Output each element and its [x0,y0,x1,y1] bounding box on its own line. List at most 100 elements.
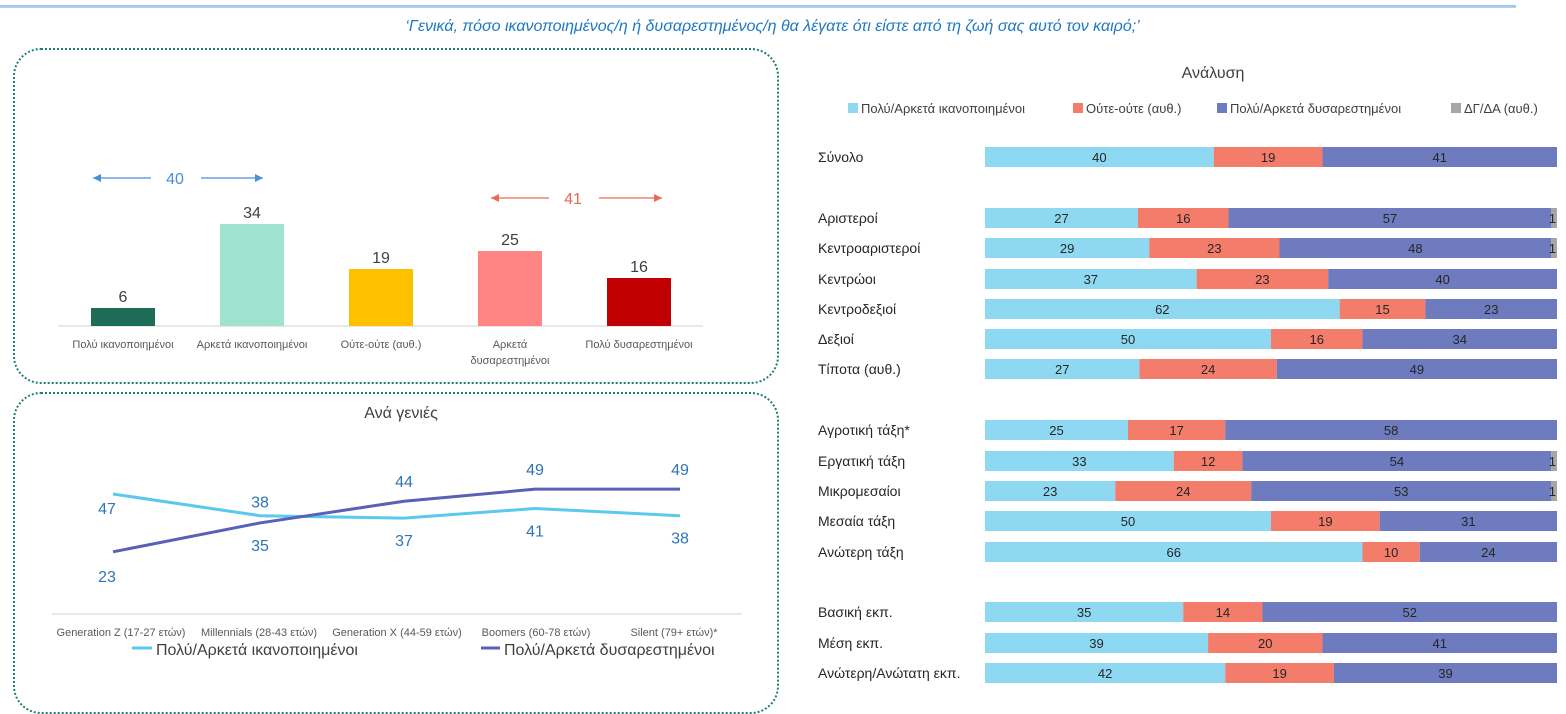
bracket-arrow-right [654,194,662,202]
category-label: Πολύ δυσαρεστημένοι [585,339,693,351]
data-label: 34 [1453,332,1467,347]
bracket-total-label: 40 [166,171,184,188]
bar-segment [1208,633,1323,653]
row-label: Αγροτική τάξη* [818,422,910,438]
bar-segment [1139,359,1277,379]
generations-line-chart: Ανά γενιές 47 38 37 41 38 23 35 44 49 49 Generation… [52,405,742,659]
data-label: 15 [1375,302,1389,317]
row-label: Ανώτερη/Ανώτατη εκπ. [818,665,960,681]
distribution-panel [13,48,779,384]
row-label: Μικρομεσαίοι [818,483,901,499]
data-label: 49 [526,462,544,479]
bar-segment [1225,663,1334,683]
bar-segment [1196,269,1329,289]
data-label: 54 [1390,454,1404,469]
data-label: 24 [1176,484,1190,499]
bar-segment [985,481,1116,501]
row-label: Βασική εκπ. [818,604,893,620]
data-label: 37 [395,533,413,550]
data-label: 23 [1484,302,1498,317]
row-label: Τίποτα (αυθ.) [818,361,901,377]
data-label: 1 [1549,484,1556,499]
bar-segment [1419,542,1557,562]
data-label: 31 [1461,514,1475,529]
bar-segment [985,269,1197,289]
bar-segment [985,208,1138,228]
bar-segment [1271,329,1363,349]
data-label: 19 [1318,514,1332,529]
bar-segment [985,451,1174,471]
bar-segment [1225,420,1557,440]
top-accent-line [0,5,1516,8]
bar-segment [1322,633,1557,653]
data-label: 24 [1481,545,1495,560]
data-label: 39 [1438,666,1452,681]
bar-segment [1173,451,1243,471]
bar-segment [1379,511,1557,531]
bar-segment [1276,359,1557,379]
data-label: 38 [671,531,689,548]
bar-segment [1228,208,1552,228]
legend-label: Πολύ/Αρκετά ικανοποιημένοι [861,101,1025,116]
bar [91,308,155,326]
bar-segment [1213,147,1323,167]
legend-swatch [1217,103,1227,113]
data-label: 17 [1169,423,1183,438]
legend-swatch [1451,103,1461,113]
category-label: Ούτε-ούτε (αυθ.) [341,339,422,351]
bar-segment [1551,208,1557,228]
bar-segment [1425,299,1557,319]
data-label: 66 [1167,545,1181,560]
category-label: Πολύ ικανοποιημένοι [72,339,174,351]
bar-segment [1242,451,1552,471]
row-label: Αριστεροί [818,210,878,226]
data-label: 41 [1433,150,1447,165]
data-label: 27 [1055,362,1069,377]
row-label: Κεντροδεξιοί [818,301,896,317]
bar-segment [985,633,1209,653]
data-label: 6 [119,289,128,306]
data-label: 50 [1121,514,1135,529]
row-label: Σύνολο [818,149,864,165]
distribution-bar-chart: 6 Πολύ ικανοποιημένοι 34 Αρκετά ικανοποιημέ… [58,171,703,367]
bar-segment [1137,208,1229,228]
bar-segment [985,329,1271,349]
data-label: 57 [1383,211,1397,226]
category-label: Silent (79+ ετών)* [630,627,718,639]
series-line [112,487,680,554]
data-label: 19 [1272,666,1286,681]
data-label: 34 [243,205,261,222]
bar [607,278,671,326]
data-label: 49 [671,462,689,479]
data-label: 1 [1549,211,1556,226]
data-label: 41 [1433,636,1447,651]
bracket-arrow-left [491,194,499,202]
bar-segment [985,359,1140,379]
data-label: 47 [98,501,116,518]
bar-segment [1322,147,1557,167]
data-label: 52 [1403,605,1417,620]
data-label: 10 [1384,545,1398,560]
bar-segment [1328,269,1557,289]
data-label: 48 [1408,241,1422,256]
bar-segment [985,147,1214,167]
data-label: 49 [1410,362,1424,377]
bar-segment [1362,329,1557,349]
series-line [112,492,681,520]
data-label: 23 [1043,484,1057,499]
bar [220,224,284,326]
bar-segment [985,663,1226,683]
data-label: 23 [1207,241,1221,256]
row-label: Μέση εκπ. [818,635,883,651]
data-label: 24 [1201,362,1215,377]
row-label: Μεσαία τάξη [818,513,895,529]
data-label: 16 [630,259,648,276]
row-label: Εργατική τάξη [818,453,905,469]
data-label: 19 [1261,150,1275,165]
row-label: Ανώτερη τάξη [818,544,904,560]
data-label: 41 [526,523,544,540]
data-label: 14 [1216,605,1230,620]
data-label: 25 [501,232,519,249]
data-label: 23 [98,569,116,586]
